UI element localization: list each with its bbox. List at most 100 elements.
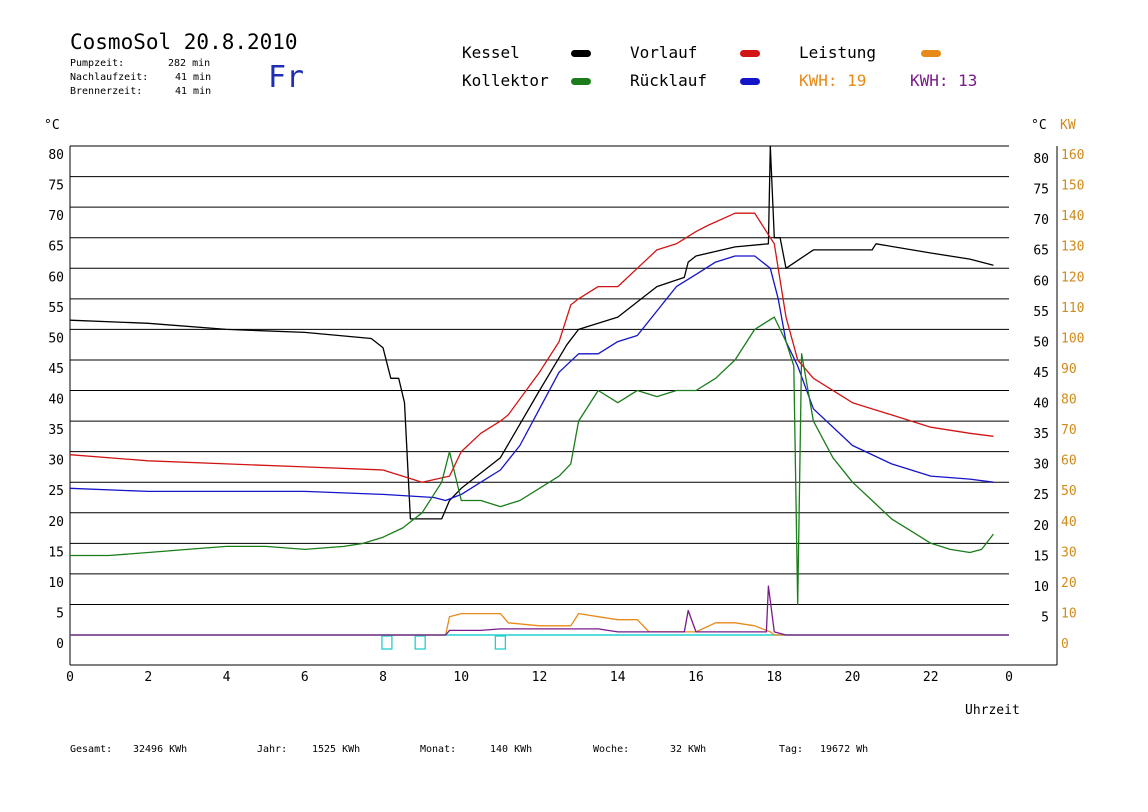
x-tick-label: 4: [223, 670, 231, 685]
y-tick-label-right: 25: [1033, 488, 1049, 503]
y-tick-label-left: 55: [48, 301, 64, 316]
y2-tick-label: 130: [1061, 240, 1084, 255]
y-tick-label-left: 80: [48, 148, 64, 163]
kwh-orange-label: KWH: 19: [799, 71, 867, 90]
brennerzeit-label: Brennerzeit:: [70, 86, 143, 97]
nachlaufzeit-value: 41 min: [175, 72, 212, 83]
pump-marker: [414, 635, 426, 650]
pumpzeit-row: Pumpzeit:: [70, 58, 124, 69]
series-line-leistung: [70, 612, 1009, 636]
y-tick-label-right: 20: [1033, 519, 1049, 534]
y-tick-label-right: 50: [1033, 335, 1049, 350]
y2-tick-label: 120: [1061, 270, 1084, 285]
y-tick-label-right: 15: [1033, 549, 1049, 564]
y-axis-unit-kw: KW: [1060, 118, 1076, 133]
grid-lines: [70, 145, 1009, 605]
y2-tick-label: 10: [1061, 606, 1077, 621]
weekday-label: Fr: [268, 60, 305, 95]
x-tick-label: 8: [379, 670, 387, 685]
legend-ruecklauf-swatch: [740, 78, 760, 85]
jahr-value: 1525 KWh: [312, 744, 361, 755]
y-tick-label-left: 70: [48, 209, 64, 224]
legend-ruecklauf-label: Rücklauf: [630, 71, 708, 90]
series-line-vorlauf: [69, 212, 994, 483]
legend-leistung-swatch: [921, 50, 941, 57]
y-tick-label-right: 35: [1033, 427, 1049, 442]
x-tick-label: 10: [453, 670, 469, 685]
y2-tick-label: 90: [1061, 362, 1077, 377]
y-tick-label-right: 55: [1033, 305, 1049, 320]
y-tick-label-right: 10: [1033, 580, 1049, 595]
legend-kessel-label: Kessel: [462, 43, 520, 62]
y2-tick-label: 70: [1061, 423, 1077, 438]
y-tick-label-right: 5: [1041, 610, 1049, 625]
kwh-purple-label: KWH: 13: [910, 71, 978, 90]
y2-tick-label: 110: [1061, 301, 1084, 316]
x-tick-label: 0: [1005, 670, 1013, 685]
x-axis-label: Uhrzeit: [965, 703, 1020, 718]
nachlaufzeit-label: Nachlaufzeit:: [70, 72, 149, 83]
y2-tick-label: 0: [1061, 637, 1069, 652]
y2-tick-label: 80: [1061, 393, 1077, 408]
y2-tick-label: 100: [1061, 331, 1084, 346]
legend-leistung-label: Leistung: [799, 43, 877, 62]
tag-label: Tag:: [779, 744, 804, 755]
y-tick-label-left: 20: [48, 515, 64, 530]
y2-tick-label: 150: [1061, 179, 1084, 194]
y-tick-label-left: 10: [48, 576, 64, 591]
y-tick-label-left: 60: [48, 270, 64, 285]
y2-tick-label: 60: [1061, 454, 1077, 469]
legend-kessel-swatch: [571, 50, 591, 57]
series-line-leistung-2: [70, 585, 1009, 636]
x-tick-label: 0: [66, 670, 74, 685]
y-tick-label-left: 0: [56, 637, 64, 652]
y-tick-label-left: 50: [48, 331, 64, 346]
monat-label: Monat:: [420, 744, 457, 755]
y-tick-label-right: 75: [1033, 183, 1049, 198]
y2-tick-label: 30: [1061, 545, 1077, 560]
y-tick-label-left: 65: [48, 240, 64, 255]
series-line-kessel: [69, 145, 994, 520]
tag-value: 19672 Wh: [820, 744, 869, 755]
y2-tick-label: 160: [1061, 148, 1084, 163]
y-tick-label-right: 40: [1033, 397, 1049, 412]
y-tick-label-left: 15: [48, 545, 64, 560]
legend-vorlauf-swatch: [740, 50, 760, 57]
pumpzeit-label: Pumpzeit:: [70, 58, 125, 69]
y2-tick-label: 20: [1061, 576, 1077, 591]
y-tick-label-right: 60: [1033, 274, 1049, 289]
y-tick-label-left: 5: [56, 606, 64, 621]
x-tick-label: 12: [532, 670, 548, 685]
y-tick-label-left: 35: [48, 423, 64, 438]
chart-title: CosmoSol 20.8.2010: [70, 30, 298, 54]
y-tick-label-right: 80: [1033, 152, 1049, 167]
y-tick-label-right: 45: [1033, 366, 1049, 381]
x-tick-label: 2: [144, 670, 152, 685]
y-tick-label-left: 75: [48, 179, 64, 194]
gesamt-label: Gesamt:: [70, 744, 113, 755]
x-tick-label: 18: [766, 670, 782, 685]
y-tick-label-left: 30: [48, 454, 64, 469]
y-tick-label-left: 40: [48, 393, 64, 408]
y2-tick-label: 50: [1061, 484, 1077, 499]
y-tick-label-right: 65: [1033, 244, 1049, 259]
pump-marker: [381, 635, 393, 650]
pump-marker: [494, 635, 507, 650]
x-tick-label: 22: [923, 670, 939, 685]
x-tick-label: 14: [610, 670, 626, 685]
monat-value: 140 KWh: [490, 744, 533, 755]
y-axis-unit-left: °C: [44, 118, 60, 133]
y-tick-label-right: 70: [1033, 213, 1049, 228]
y2-tick-label: 40: [1061, 515, 1077, 530]
x-tick-label: 6: [301, 670, 309, 685]
legend-vorlauf-label: Vorlauf: [630, 43, 698, 62]
gesamt-value: 32496 KWh: [133, 744, 188, 755]
y-axis-unit-right: °C: [1031, 118, 1047, 133]
y-tick-label-left: 25: [48, 484, 64, 499]
woche-value: 32 KWh: [670, 744, 707, 755]
jahr-label: Jahr:: [257, 744, 288, 755]
y-tick-label-right: 30: [1033, 458, 1049, 473]
x-tick-label: 16: [688, 670, 704, 685]
